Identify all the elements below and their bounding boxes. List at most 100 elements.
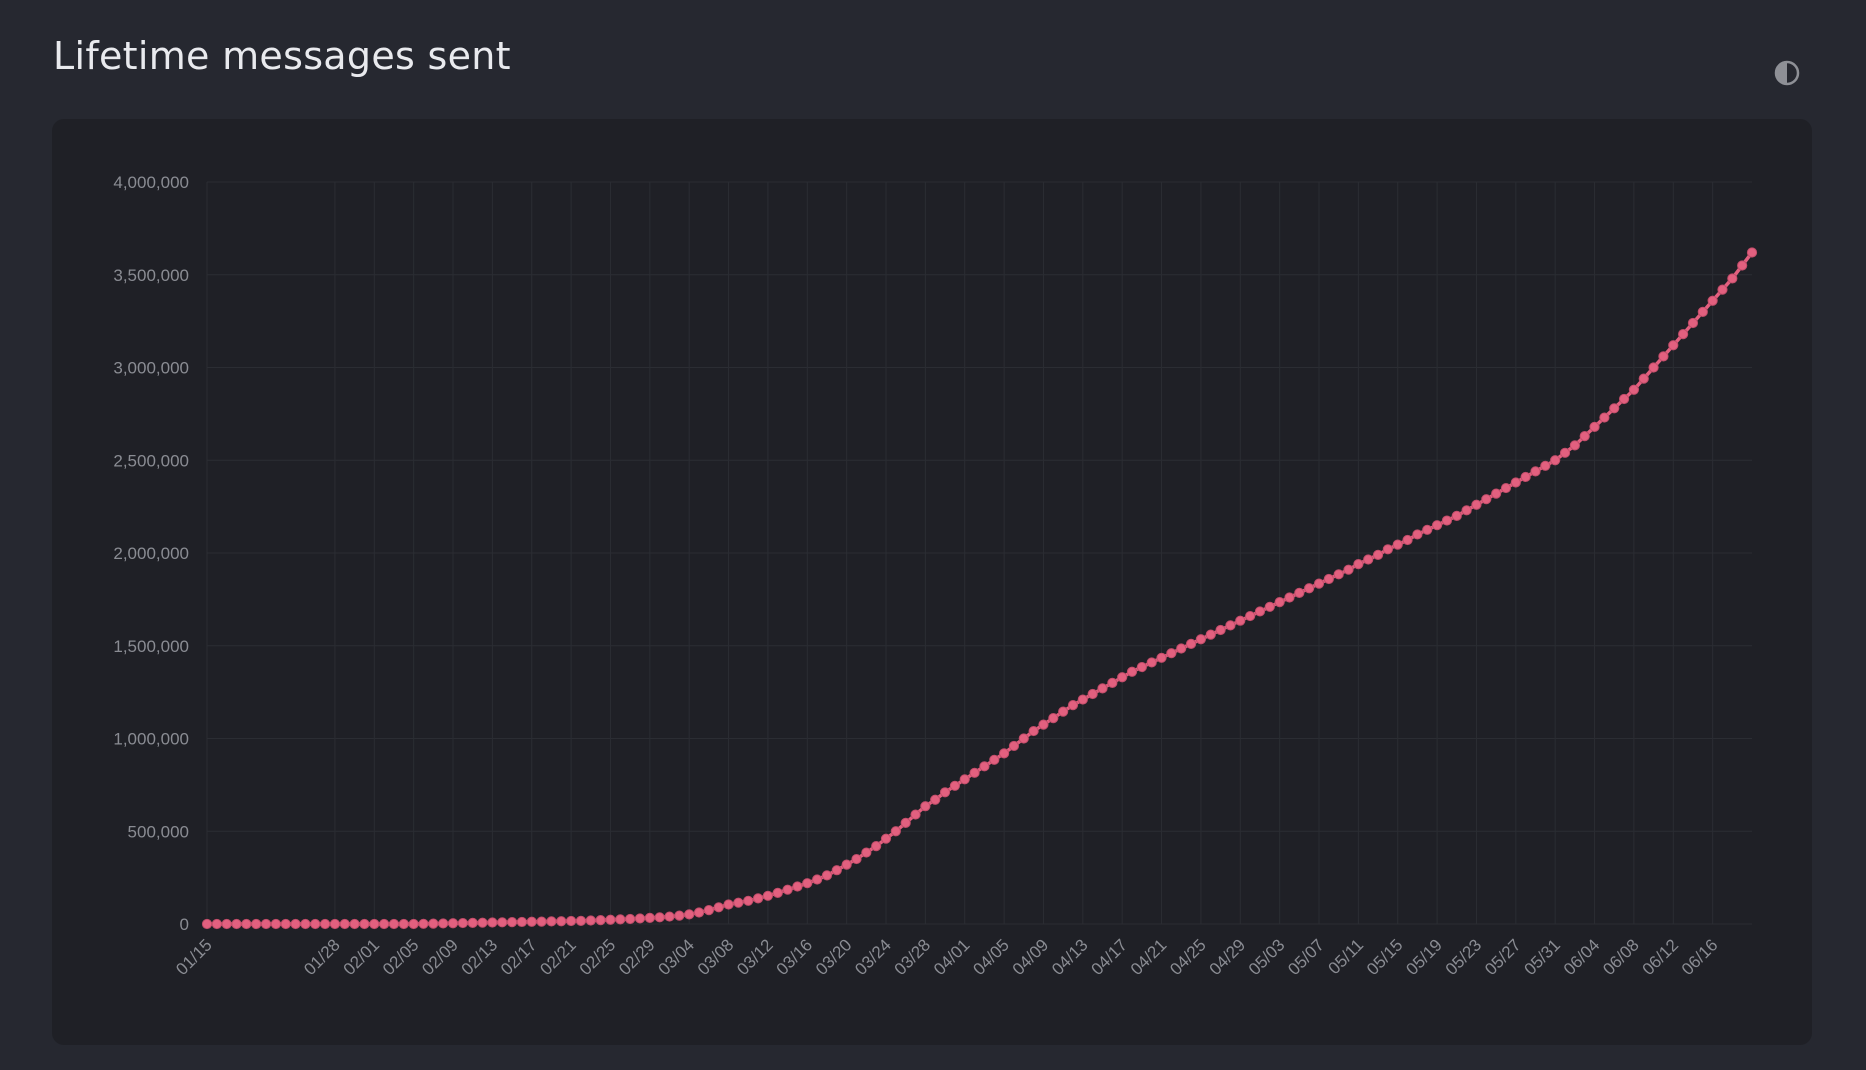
data-point — [1185, 638, 1197, 649]
data-point — [408, 918, 419, 930]
data-point — [1117, 672, 1128, 683]
data-point — [1392, 539, 1403, 550]
x-tick-label: 05/27 — [1481, 935, 1525, 979]
x-tick-label: 04/09 — [1009, 935, 1053, 979]
data-point — [1058, 706, 1069, 717]
y-tick-label: 4,000,000 — [113, 173, 189, 192]
data-point — [1402, 534, 1413, 546]
data-point — [1678, 329, 1689, 340]
data-point — [1018, 733, 1029, 744]
data-point — [506, 917, 518, 928]
data-point — [329, 918, 341, 930]
data-point — [300, 918, 311, 930]
x-tick-label: 04/25 — [1166, 935, 1210, 979]
x-tick-label: 03/24 — [851, 935, 895, 979]
data-point — [1156, 652, 1167, 663]
data-point — [428, 918, 439, 929]
theme-toggle-button[interactable] — [1774, 60, 1800, 86]
data-point — [1697, 306, 1708, 317]
data-point — [1628, 384, 1640, 395]
data-point — [1008, 740, 1020, 752]
data-point — [1028, 725, 1039, 737]
data-point — [743, 895, 754, 906]
data-point — [1668, 340, 1679, 351]
data-point — [762, 890, 774, 901]
data-point — [1432, 520, 1443, 531]
x-tick-label: 04/17 — [1087, 935, 1131, 979]
x-tick-label: 02/13 — [458, 935, 502, 979]
data-point — [1038, 719, 1049, 730]
data-point — [546, 916, 557, 927]
data-point — [1737, 260, 1748, 271]
data-point — [861, 847, 872, 858]
data-point — [1530, 466, 1541, 477]
y-tick-label: 2,500,000 — [113, 451, 189, 470]
series-line — [205, 250, 1754, 926]
data-point — [438, 918, 449, 929]
data-point — [1471, 499, 1482, 510]
data-point — [487, 917, 498, 928]
y-axis-ticks: 0 500,000 1,000,000 1,500,000 2,000,000 2,500… — [113, 173, 189, 934]
data-point — [615, 914, 626, 925]
data-point — [1205, 629, 1216, 640]
data-point — [1500, 482, 1512, 494]
data-point — [556, 916, 567, 927]
data-point — [1461, 505, 1472, 516]
series-layer — [201, 247, 1758, 930]
x-tick-label: 02/17 — [497, 935, 541, 979]
data-point — [812, 874, 823, 885]
data-point — [841, 859, 852, 870]
data-point — [959, 774, 970, 785]
data-point — [379, 918, 390, 930]
x-tick-label: 03/04 — [655, 935, 699, 979]
data-point — [585, 915, 596, 926]
x-tick-label: 06/08 — [1599, 935, 1643, 979]
data-point — [772, 887, 783, 898]
data-point — [516, 916, 527, 928]
x-tick-label: 04/01 — [930, 935, 974, 979]
data-point — [634, 913, 646, 924]
x-tick-label: 06/16 — [1678, 935, 1722, 979]
data-point — [1353, 559, 1364, 570]
x-tick-label: 05/03 — [1245, 935, 1289, 979]
data-point — [1097, 683, 1108, 694]
data-point — [664, 911, 675, 922]
data-point — [1520, 471, 1531, 483]
y-tick-label: 3,000,000 — [113, 359, 189, 378]
x-tick-label: 02/29 — [615, 935, 659, 979]
x-tick-label: 04/29 — [1206, 935, 1250, 979]
x-tick-label: 03/28 — [891, 935, 935, 979]
data-point — [280, 918, 291, 930]
data-point — [871, 840, 882, 852]
data-point — [447, 918, 459, 929]
data-point — [1422, 524, 1433, 535]
data-point — [1599, 412, 1610, 423]
data-point — [1441, 515, 1453, 526]
data-point — [1372, 549, 1384, 560]
data-point — [1284, 592, 1295, 603]
data-point — [949, 780, 961, 791]
data-point — [526, 916, 537, 927]
data-point — [1215, 624, 1226, 636]
data-point — [536, 916, 547, 927]
x-tick-label: 05/23 — [1442, 935, 1486, 979]
data-point — [1569, 440, 1580, 451]
data-point — [575, 915, 587, 926]
data-point — [1333, 569, 1344, 580]
data-point — [939, 787, 951, 798]
data-point — [999, 748, 1010, 759]
data-point — [1077, 694, 1088, 705]
data-point — [693, 907, 705, 918]
data-point — [1609, 403, 1620, 414]
x-tick-label: 02/05 — [379, 935, 423, 979]
data-point — [231, 918, 242, 930]
x-tick-label: 04/21 — [1127, 935, 1171, 979]
x-tick-label: 03/20 — [812, 935, 856, 979]
data-point — [979, 761, 990, 772]
data-point — [625, 913, 636, 925]
data-point — [1323, 573, 1334, 585]
data-point — [467, 917, 478, 928]
data-point — [270, 918, 281, 930]
data-point — [349, 918, 360, 930]
data-point — [201, 918, 213, 930]
